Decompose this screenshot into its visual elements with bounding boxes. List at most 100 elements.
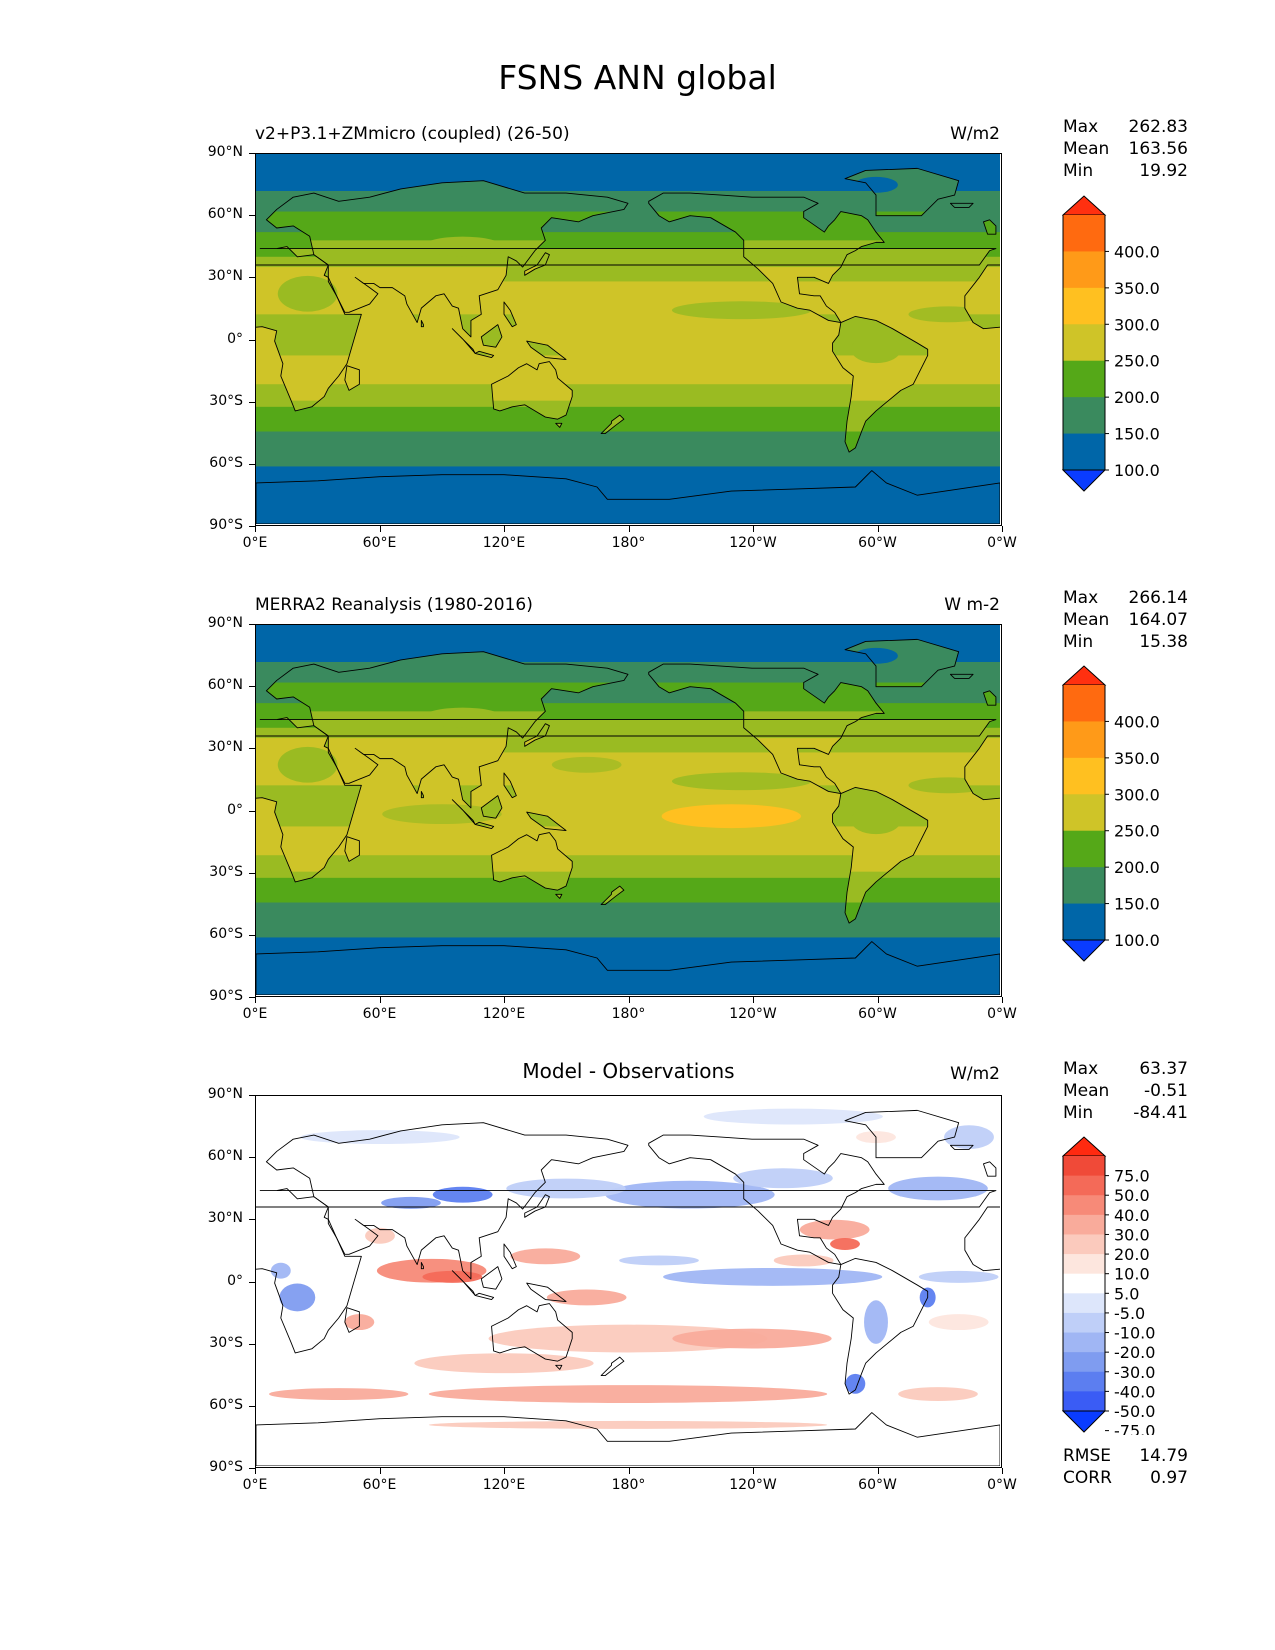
lon-tick (877, 526, 879, 532)
colorbar-segment (1063, 287, 1105, 325)
lat-tick-label: 60°N (207, 677, 243, 694)
lon-tick-label: 120°E (482, 1477, 526, 1493)
colorbar-tick-label: 100.0 (1114, 461, 1160, 480)
lat-tick-label: 30°N (207, 1210, 243, 1227)
lon-tick-label: 120°W (729, 1006, 777, 1022)
lon-tick (877, 997, 879, 1003)
colorbar-tick-label: -75.0 (1114, 1422, 1155, 1435)
colorbar-tick-label: 5.0 (1114, 1284, 1139, 1303)
colorbar-segment (1063, 867, 1105, 905)
lat-tick-label: 90°S (209, 1459, 243, 1475)
lon-tick-label: 180° (611, 1006, 646, 1022)
colorbar-tick-label: 75.0 (1114, 1167, 1150, 1186)
lon-tick-label: 60°E (362, 1006, 397, 1022)
lon-tick (877, 1468, 879, 1474)
colorbar-segment (1063, 1156, 1105, 1177)
colorbar-segment (1063, 251, 1105, 289)
lat-tick-label: 60°S (209, 925, 243, 942)
stat-value: -84.41 (1133, 1103, 1188, 1123)
panel-1-colorbar: 400.0350.0300.0250.0200.0150.0100.050.00… (1062, 195, 1222, 494)
lon-tick-label: 60°E (362, 535, 397, 551)
stat-value: 14.79 (1139, 1446, 1188, 1466)
colorbar-segment (1063, 1254, 1105, 1275)
lat-tick-label: 90°N (207, 1086, 243, 1102)
coastlines (256, 638, 1000, 995)
colorbar-tick-label: 250.0 (1114, 822, 1160, 841)
colorbar-segment (1063, 1175, 1105, 1196)
colorbar-tick-label: 350.0 (1114, 279, 1160, 298)
lat-tick-label: 30°S (209, 392, 243, 409)
figure-title: FSNS ANN global (498, 58, 777, 97)
colorbar-tick-label: 150.0 (1114, 895, 1160, 914)
lon-tick-label: 0°W (987, 1006, 1017, 1022)
stat-value: 164.07 (1128, 610, 1188, 630)
coastlines (256, 1109, 1000, 1466)
lon-tick-label: 120°E (482, 1006, 526, 1022)
lon-tick (379, 1468, 381, 1474)
colorbar-segment (1063, 1371, 1105, 1392)
colorbar-svg: 75.050.040.030.020.010.05.0-5.0-10.0-20.… (1062, 1136, 1155, 1435)
colorbar-tick-label: 300.0 (1114, 315, 1160, 334)
lon-tick-label: 120°W (729, 535, 777, 551)
lat-tick (249, 526, 255, 527)
lat-tick-label: 60°S (209, 454, 243, 471)
lat-tick (249, 401, 255, 403)
colorbar-tick-label: 10.0 (1114, 1265, 1150, 1284)
panel-3-title: Model - Observations (522, 1059, 735, 1083)
lon-tick (504, 1468, 505, 1474)
colorbar-segment (1063, 685, 1105, 722)
colorbar-extend-min (1062, 469, 1107, 492)
panel-3-units: W/m2 (950, 1064, 1000, 1084)
lat-tick (249, 1343, 255, 1345)
lat-tick (249, 997, 255, 998)
lat-tick-label: 0° (227, 1272, 243, 1289)
lat-tick-label: 90°N (207, 615, 243, 631)
colorbar-segment (1063, 1195, 1105, 1216)
lat-tick (249, 1157, 255, 1159)
lon-tick-label: 0°W (987, 535, 1017, 551)
colorbar-tick-label: 400.0 (1114, 242, 1160, 261)
stat-value: 15.38 (1139, 632, 1188, 652)
colorbar-tick-label: 200.0 (1114, 388, 1160, 407)
colorbar-segment (1063, 1391, 1105, 1412)
colorbar-segment (1063, 757, 1105, 795)
colorbar-segment (1063, 1214, 1105, 1235)
lat-tick-label: 60°N (207, 1148, 243, 1165)
colorbar-tick-label: -50.0 (1114, 1402, 1155, 1421)
panel-2-title: MERRA2 Reanalysis (1980-2016) (255, 595, 533, 615)
stat-value: 266.14 (1128, 588, 1188, 608)
panel-2-map (255, 624, 1002, 997)
colorbar-tick-label: -5.0 (1114, 1304, 1145, 1323)
colorbar-tick-label: 250.0 (1114, 352, 1160, 371)
colorbar-tick-label: 300.0 (1114, 785, 1160, 804)
colorbar-segment (1063, 324, 1105, 362)
colorbar-tick-label: 20.0 (1114, 1245, 1150, 1264)
colorbar-tick-label: 50.0 (1114, 1186, 1150, 1205)
lon-tick (628, 997, 630, 1003)
colorbar-segment (1063, 721, 1105, 759)
colorbar-segment (1063, 1293, 1105, 1314)
stat-label: Max (1063, 1059, 1099, 1079)
lon-tick-label: 60°W (858, 1006, 897, 1022)
stat-value: 19.92 (1139, 161, 1188, 181)
colorbar-segment (1063, 1312, 1105, 1334)
lat-tick-label: 30°S (209, 1334, 243, 1351)
colorbar-segment (1063, 903, 1105, 941)
colorbar-segment (1063, 360, 1105, 398)
colorbar-extend-min (1062, 1410, 1107, 1433)
lon-tick (753, 997, 754, 1003)
lat-tick-label: 90°S (209, 517, 243, 533)
lat-tick (249, 810, 255, 812)
lat-tick-label: 0° (227, 801, 243, 818)
lon-tick (1002, 526, 1003, 532)
panel-2-units: W m-2 (944, 595, 1000, 615)
stat-label: Max (1063, 117, 1099, 137)
lon-tick (504, 997, 505, 1003)
colorbar-tick-label: -20.0 (1114, 1343, 1155, 1362)
stat-label: Min (1063, 632, 1094, 652)
lat-tick (249, 215, 255, 217)
lat-tick (249, 624, 255, 625)
colorbar-tick-label: 30.0 (1114, 1225, 1150, 1244)
colorbar-segment (1063, 794, 1105, 832)
lat-tick (249, 1219, 255, 1221)
